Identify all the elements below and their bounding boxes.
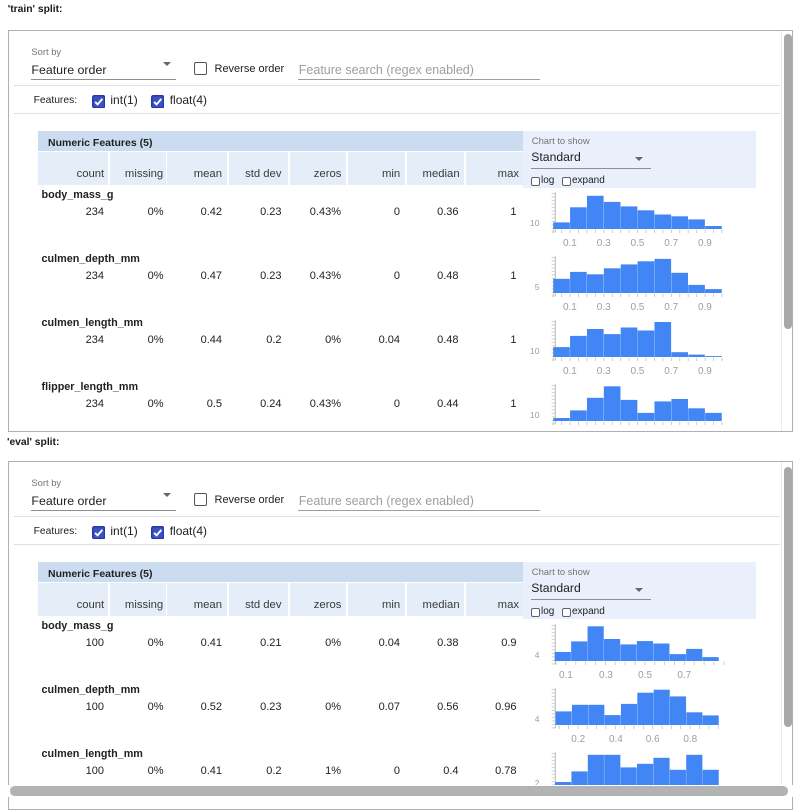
svg-text:0.3: 0.3 <box>597 238 611 249</box>
svg-text:0.5: 0.5 <box>630 366 644 377</box>
svg-text:0.9: 0.9 <box>698 302 712 313</box>
svg-text:0.1: 0.1 <box>559 670 573 681</box>
svg-text:0.4: 0.4 <box>609 734 623 745</box>
svg-text:4: 4 <box>535 713 540 723</box>
svg-text:0.3: 0.3 <box>597 430 611 433</box>
svg-text:0.7: 0.7 <box>664 430 678 433</box>
svg-text:4: 4 <box>535 649 540 659</box>
svg-text:5: 5 <box>535 281 540 291</box>
svg-text:0.5: 0.5 <box>630 238 644 249</box>
svg-text:2: 2 <box>535 777 540 787</box>
svg-text:0.5: 0.5 <box>630 302 644 313</box>
svg-text:0.1: 0.1 <box>563 430 577 433</box>
svg-text:10: 10 <box>530 409 540 419</box>
svg-text:10: 10 <box>530 217 540 227</box>
svg-text:0.6: 0.6 <box>646 734 660 745</box>
svg-text:0.7: 0.7 <box>677 670 691 681</box>
svg-text:0.5: 0.5 <box>638 670 652 681</box>
svg-text:0.2: 0.2 <box>571 734 585 745</box>
svg-text:10: 10 <box>530 345 540 355</box>
svg-text:0.9: 0.9 <box>698 366 712 377</box>
svg-text:0.7: 0.7 <box>664 238 678 249</box>
svg-text:0.7: 0.7 <box>664 366 678 377</box>
svg-text:0.7: 0.7 <box>664 302 678 313</box>
svg-text:0.9: 0.9 <box>698 430 712 433</box>
svg-text:0.1: 0.1 <box>563 366 577 377</box>
svg-text:0.5: 0.5 <box>630 430 644 433</box>
svg-text:0.3: 0.3 <box>597 366 611 377</box>
svg-text:0.8: 0.8 <box>683 734 697 745</box>
svg-text:0.1: 0.1 <box>563 302 577 313</box>
svg-text:0.3: 0.3 <box>599 670 613 681</box>
svg-text:0.1: 0.1 <box>563 238 577 249</box>
svg-text:0.3: 0.3 <box>597 302 611 313</box>
svg-text:0.9: 0.9 <box>698 238 712 249</box>
